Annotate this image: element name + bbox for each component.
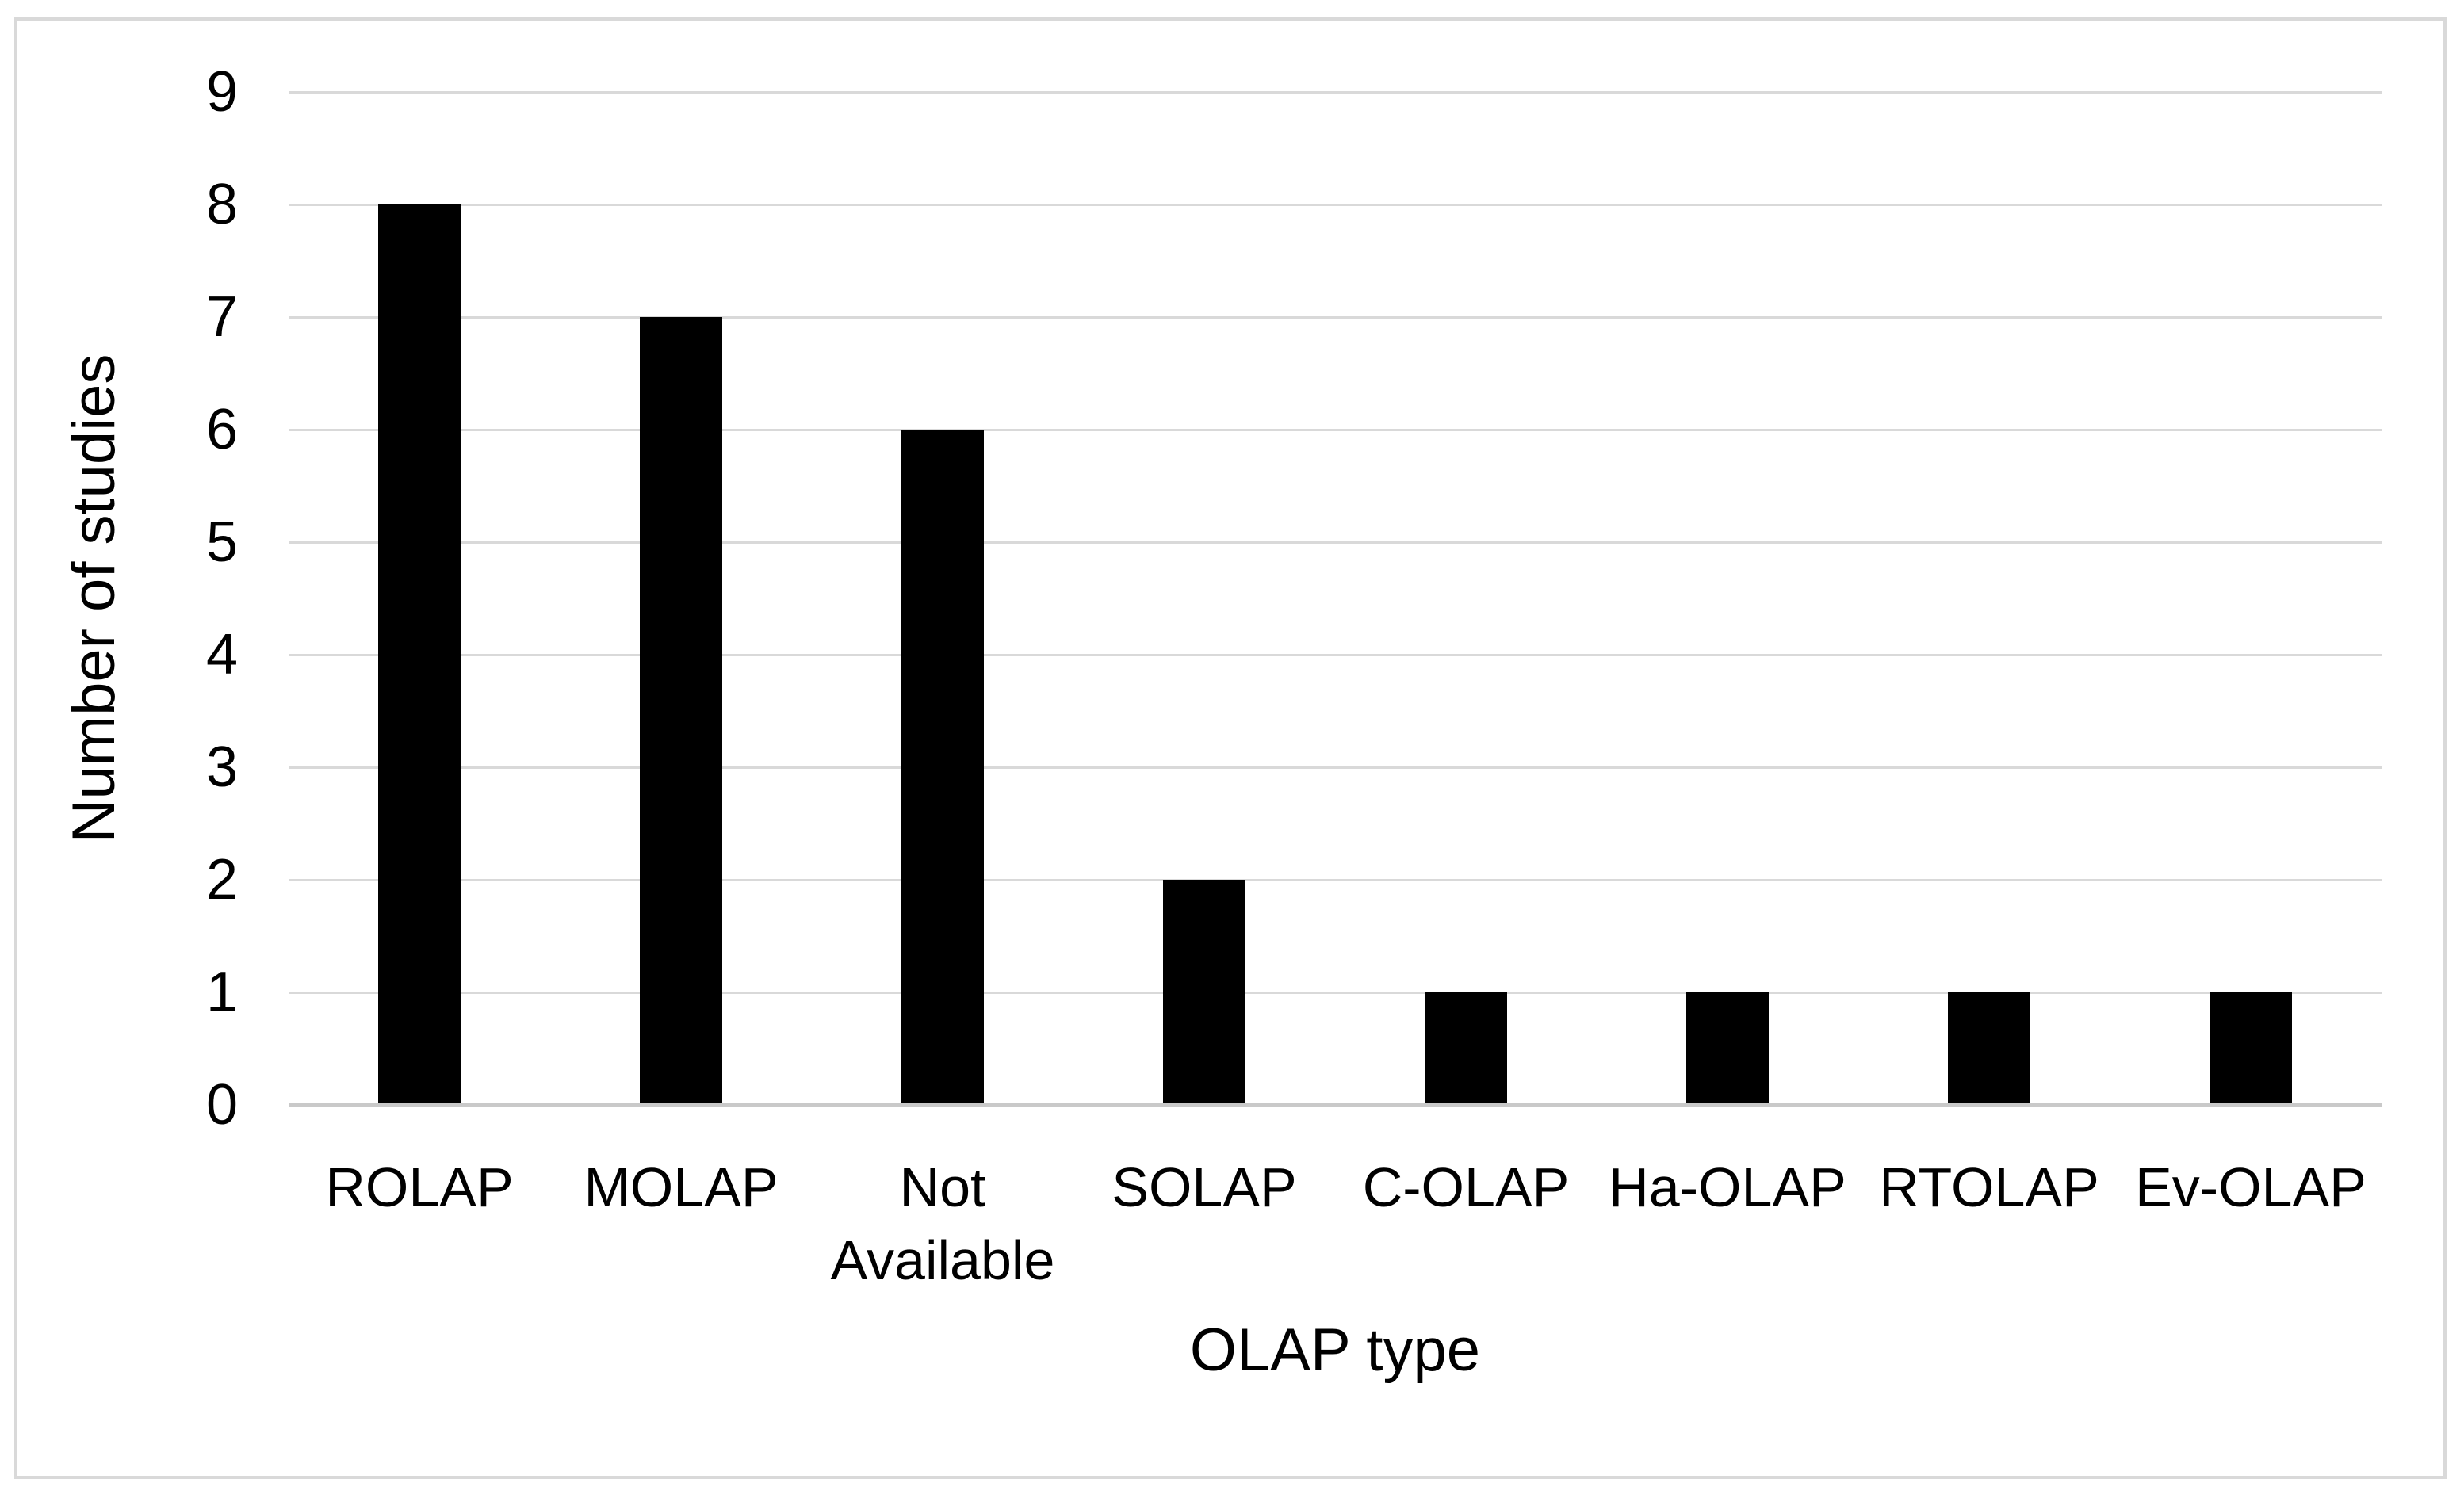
- x-tick-label-rolap: ROLAP: [325, 1156, 514, 1218]
- x-tick-label-rtolap: RTOLAP: [1879, 1156, 2099, 1218]
- y-tick-label-3: 3: [205, 736, 238, 799]
- y-tick-label-6: 6: [205, 398, 238, 461]
- y-tick-label-0: 0: [205, 1073, 238, 1137]
- x-tick-label-molap: MOLAP: [583, 1156, 779, 1218]
- gridline-5: [289, 541, 2382, 544]
- x-tick-label-c-olap: C-OLAP: [1362, 1156, 1570, 1218]
- gridline-1: [289, 991, 2382, 994]
- x-tick-label-ev-olap: Ev-OLAP: [2135, 1156, 2366, 1218]
- bar-molap: [640, 317, 722, 1103]
- gridline-8: [289, 203, 2382, 206]
- bar-solap: [1163, 880, 1245, 1103]
- y-tick-label-4: 4: [205, 623, 238, 686]
- y-tick-label-8: 8: [205, 173, 238, 236]
- chart-border: [14, 17, 2447, 1479]
- bar-rtolap: [1948, 992, 2030, 1103]
- plot-area: [289, 90, 2382, 1107]
- y-tick-label-9: 9: [205, 60, 238, 124]
- x-tick-label-ha-olap: Ha-OLAP: [1609, 1156, 1846, 1218]
- bar-c-olap: [1425, 992, 1507, 1103]
- y-tick-label-1: 1: [205, 961, 238, 1024]
- gridline-9: [289, 90, 2382, 94]
- bar-not-available: [901, 430, 984, 1103]
- y-tick-label-5: 5: [205, 510, 238, 574]
- x-axis-line: [289, 1103, 2382, 1107]
- x-axis-title: OLAP type: [1189, 1316, 1481, 1384]
- bar-ha-olap: [1686, 992, 1769, 1103]
- gridline-6: [289, 428, 2382, 431]
- gridline-4: [289, 653, 2382, 656]
- gridline-7: [289, 315, 2382, 319]
- y-tick-label-2: 2: [205, 848, 238, 911]
- x-tick-label-not-available: Not Available: [830, 1156, 1055, 1291]
- bar-rolap: [378, 204, 461, 1103]
- y-tick-label-7: 7: [205, 285, 238, 349]
- x-tick-label-solap: SOLAP: [1111, 1156, 1297, 1218]
- gridline-3: [289, 766, 2382, 769]
- bar-ev-olap: [2210, 992, 2292, 1103]
- gridline-2: [289, 878, 2382, 881]
